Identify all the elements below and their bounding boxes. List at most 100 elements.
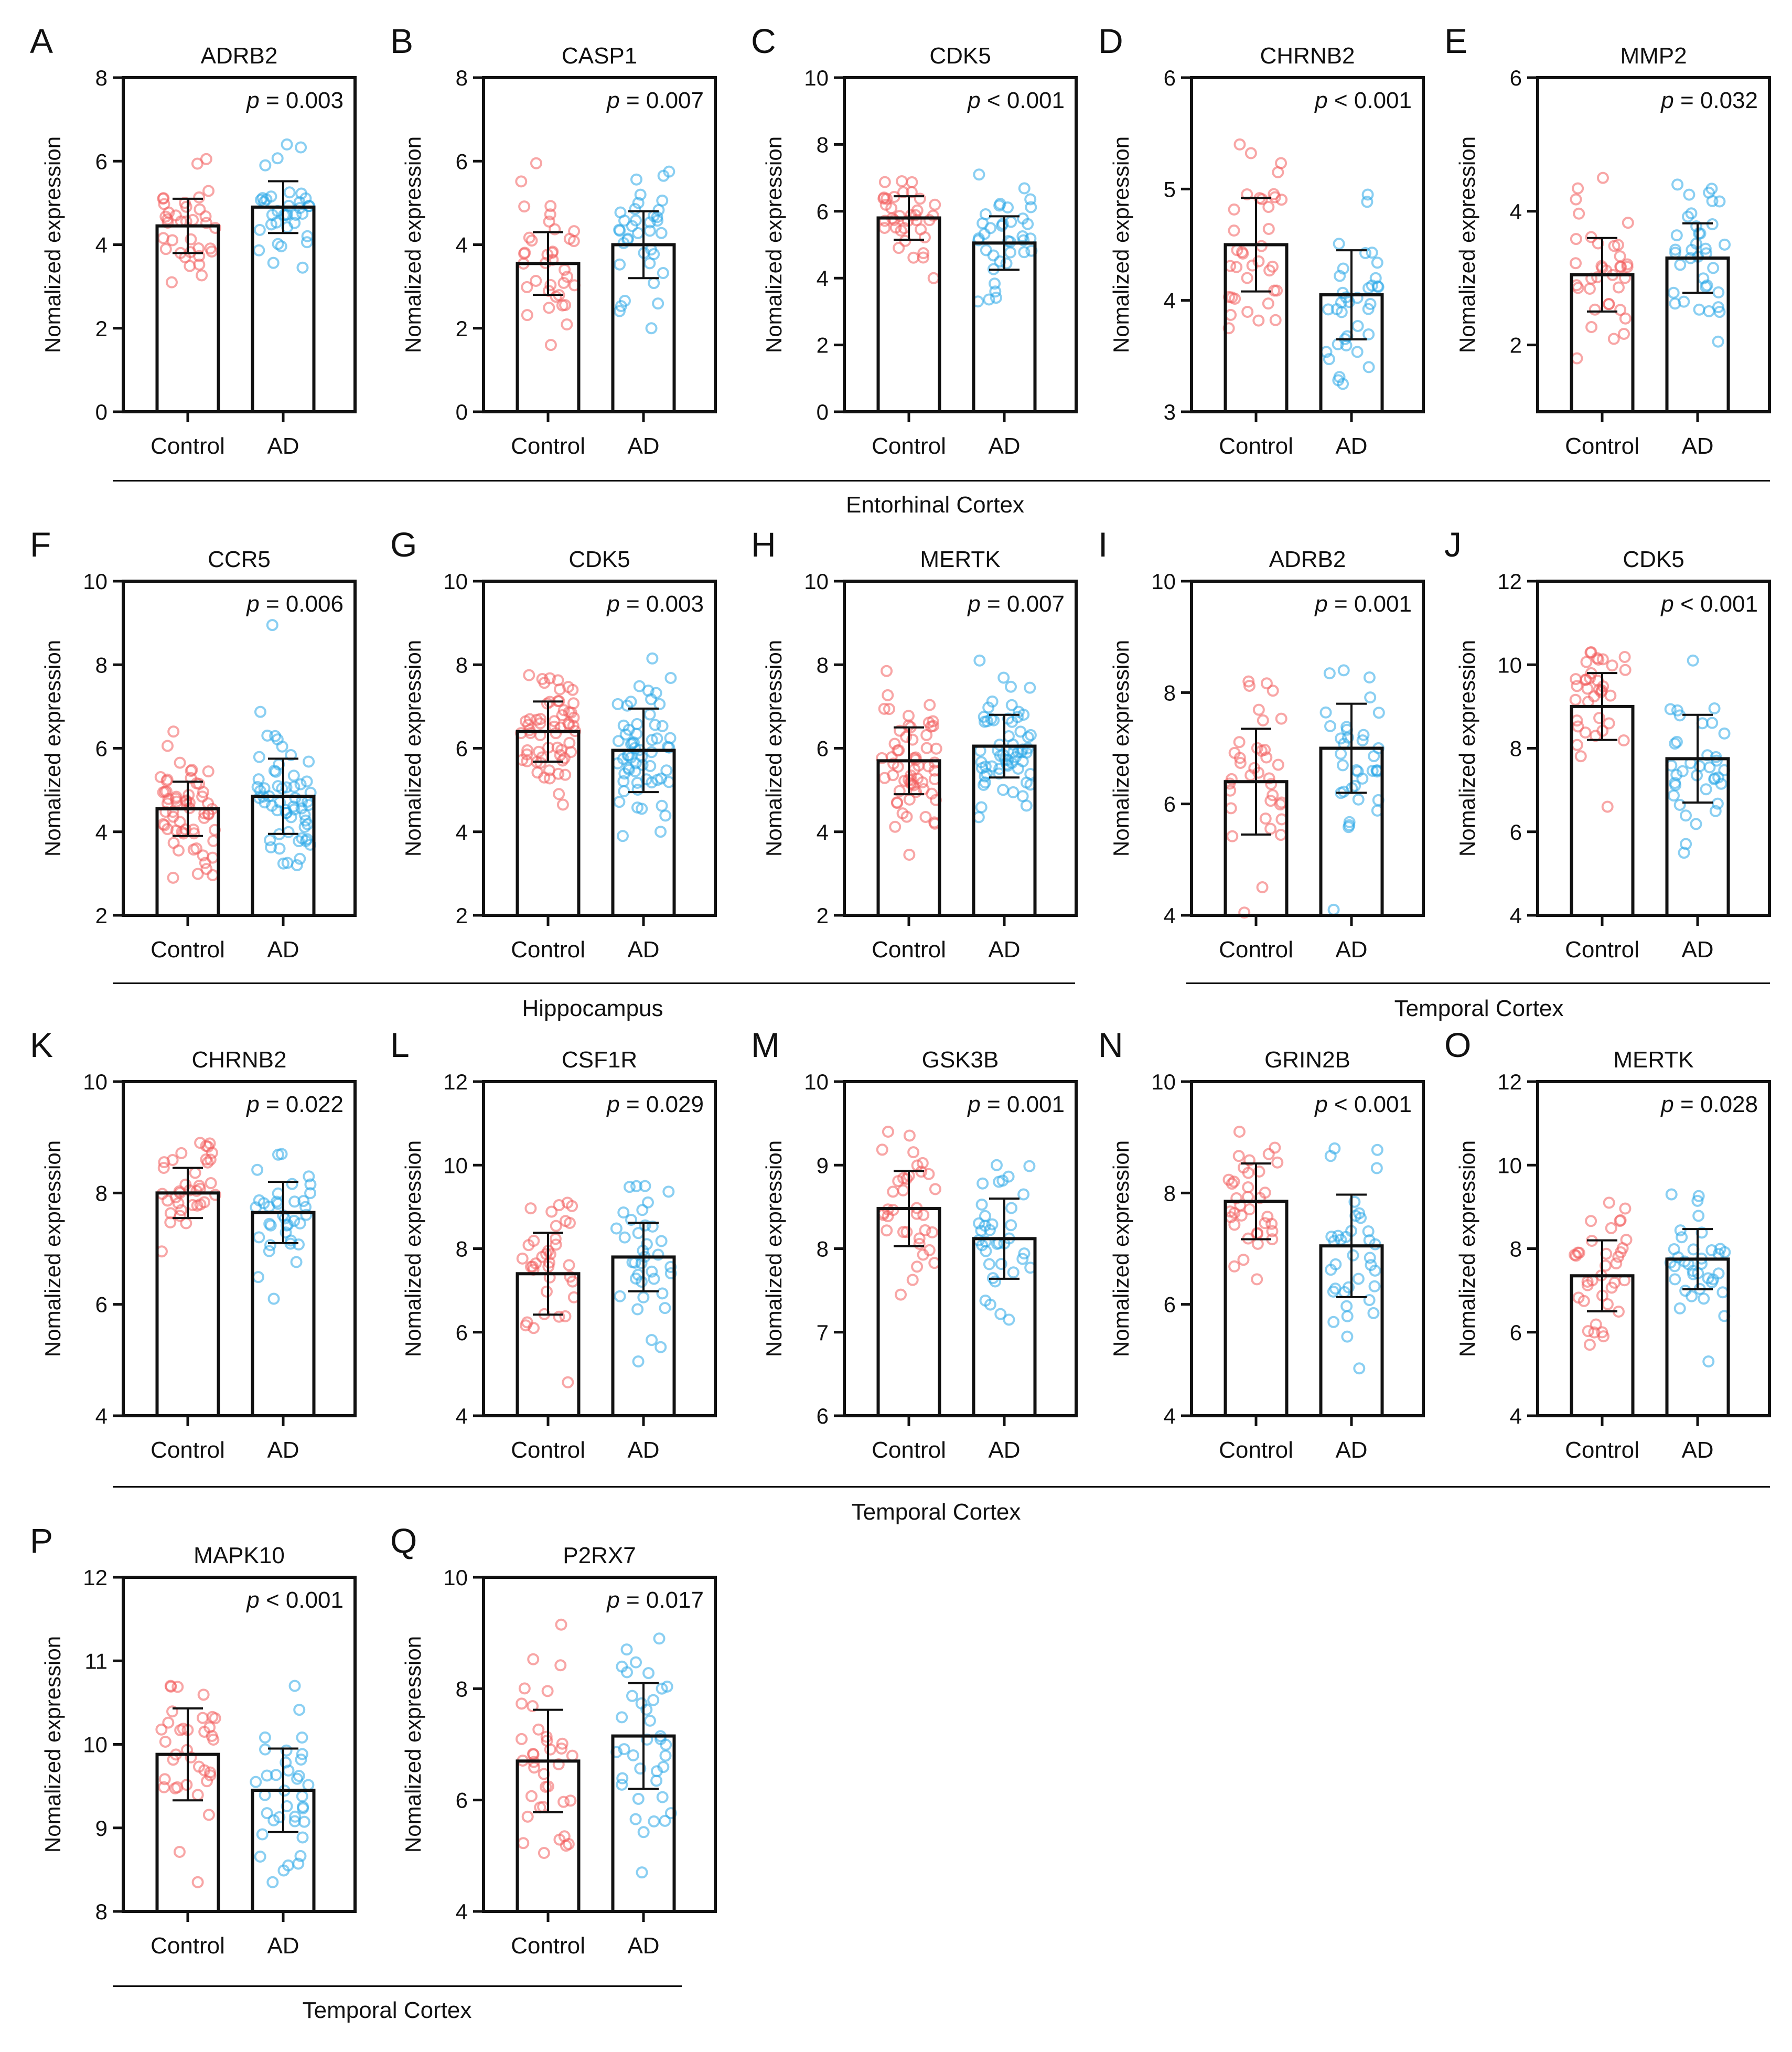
data-point-control (1228, 203, 1240, 216)
data-point-ad (652, 297, 664, 310)
data-point-control (170, 790, 183, 803)
x-tick-label: Control (151, 1933, 225, 1959)
data-point-control (534, 756, 547, 769)
plot-frame (1190, 76, 1425, 413)
data-point-ad (1024, 729, 1037, 741)
data-point-control (196, 1712, 209, 1724)
y-tick-label: 4 (95, 233, 108, 258)
data-point-ad (1005, 1219, 1017, 1232)
data-point-ad (979, 208, 992, 220)
data-point-control (1601, 800, 1614, 813)
data-point-ad (997, 749, 1010, 761)
data-point-control (185, 233, 197, 245)
data-point-control (1621, 258, 1634, 271)
data-point-ad (1022, 742, 1034, 755)
data-point-ad (979, 1210, 991, 1222)
data-point-ad (652, 204, 665, 216)
data-point-ad (980, 1245, 992, 1257)
data-point-ad (659, 1749, 672, 1762)
data-point-control (540, 1780, 552, 1793)
data-point-control (200, 1153, 212, 1166)
data-point-ad (617, 1206, 630, 1219)
y-tick-label: 12 (83, 1565, 108, 1590)
x-tick-label: AD (627, 1933, 659, 1959)
data-point-ad (990, 292, 1002, 304)
data-point-ad (1699, 242, 1712, 255)
x-tick-label: Control (872, 433, 946, 459)
data-point-ad (261, 1807, 273, 1820)
x-tick-label: Control (1565, 433, 1639, 459)
y-tick-label: 12 (1497, 1070, 1522, 1094)
data-point-ad (280, 781, 293, 794)
data-point-control (1620, 1234, 1633, 1246)
data-point-control (1572, 182, 1584, 195)
data-point-ad (622, 762, 635, 774)
data-point-control (544, 200, 557, 212)
data-point-control (1572, 1291, 1585, 1304)
data-point-ad (1716, 1286, 1729, 1299)
y-tick-label: 10 (1497, 653, 1522, 677)
data-point-ad (1669, 738, 1681, 750)
y-tick-label: 8 (456, 1237, 468, 1262)
p-value-text: = 0.029 (620, 1092, 704, 1117)
data-point-control (180, 794, 192, 807)
p-value-symbol: p (967, 591, 980, 617)
data-point-ad (294, 1217, 306, 1230)
data-point-control (194, 1198, 207, 1211)
data-point-control (924, 699, 936, 711)
data-point-control (543, 302, 555, 314)
data-point-control (1252, 766, 1265, 779)
data-point-control (1582, 1325, 1594, 1338)
data-point-control (158, 819, 171, 831)
data-point-ad (1712, 771, 1725, 784)
data-point-ad (301, 775, 313, 788)
data-point-ad (986, 1218, 999, 1231)
y-tick-label: 4 (817, 820, 829, 845)
data-point-control (878, 702, 890, 715)
data-point-ad (627, 1749, 639, 1761)
data-point-control (1622, 217, 1634, 229)
data-point-control (1228, 746, 1241, 759)
p-value: p = 0.007 (606, 88, 704, 113)
p-value: p = 0.022 (245, 1092, 344, 1117)
data-point-control (1241, 306, 1254, 318)
data-point-ad (1712, 286, 1725, 298)
data-point-control (544, 339, 557, 351)
data-point-control (1615, 261, 1627, 273)
data-point-control (1233, 736, 1246, 749)
data-point-control (1618, 328, 1630, 340)
data-point-ad (290, 1256, 303, 1268)
data-point-ad (634, 188, 647, 201)
data-point-ad (1712, 335, 1724, 348)
data-point-ad (618, 1231, 631, 1244)
data-point-control (550, 291, 562, 303)
data-point-control (166, 1705, 179, 1718)
data-point-ad (301, 833, 314, 846)
data-point-control (902, 710, 915, 722)
data-point-ad (626, 220, 638, 232)
data-point-ad (258, 782, 271, 795)
data-point-control (191, 1876, 204, 1888)
y-axis-label: Nomalized expression (401, 640, 425, 857)
data-point-control (534, 717, 546, 730)
data-point-control (1571, 739, 1583, 751)
data-point-ad (633, 680, 646, 692)
data-point-ad (302, 1779, 315, 1791)
data-point-ad (296, 1831, 309, 1844)
data-point-control (158, 1773, 171, 1786)
data-point-ad (295, 802, 308, 815)
data-point-ad (623, 1181, 636, 1193)
data-point-ad (273, 1811, 286, 1823)
data-point-control (199, 857, 211, 869)
y-tick-label: 10 (443, 1565, 468, 1590)
x-tick-label: AD (988, 937, 1020, 963)
p-value-text: = 0.001 (1328, 591, 1412, 617)
data-point-ad (1364, 1252, 1376, 1264)
data-point-control (521, 309, 533, 322)
data-point-control (179, 1178, 192, 1191)
data-point-control (1580, 656, 1593, 668)
data-point-control (1272, 166, 1284, 178)
data-point-control (516, 1697, 528, 1710)
data-point-control (876, 1143, 888, 1156)
